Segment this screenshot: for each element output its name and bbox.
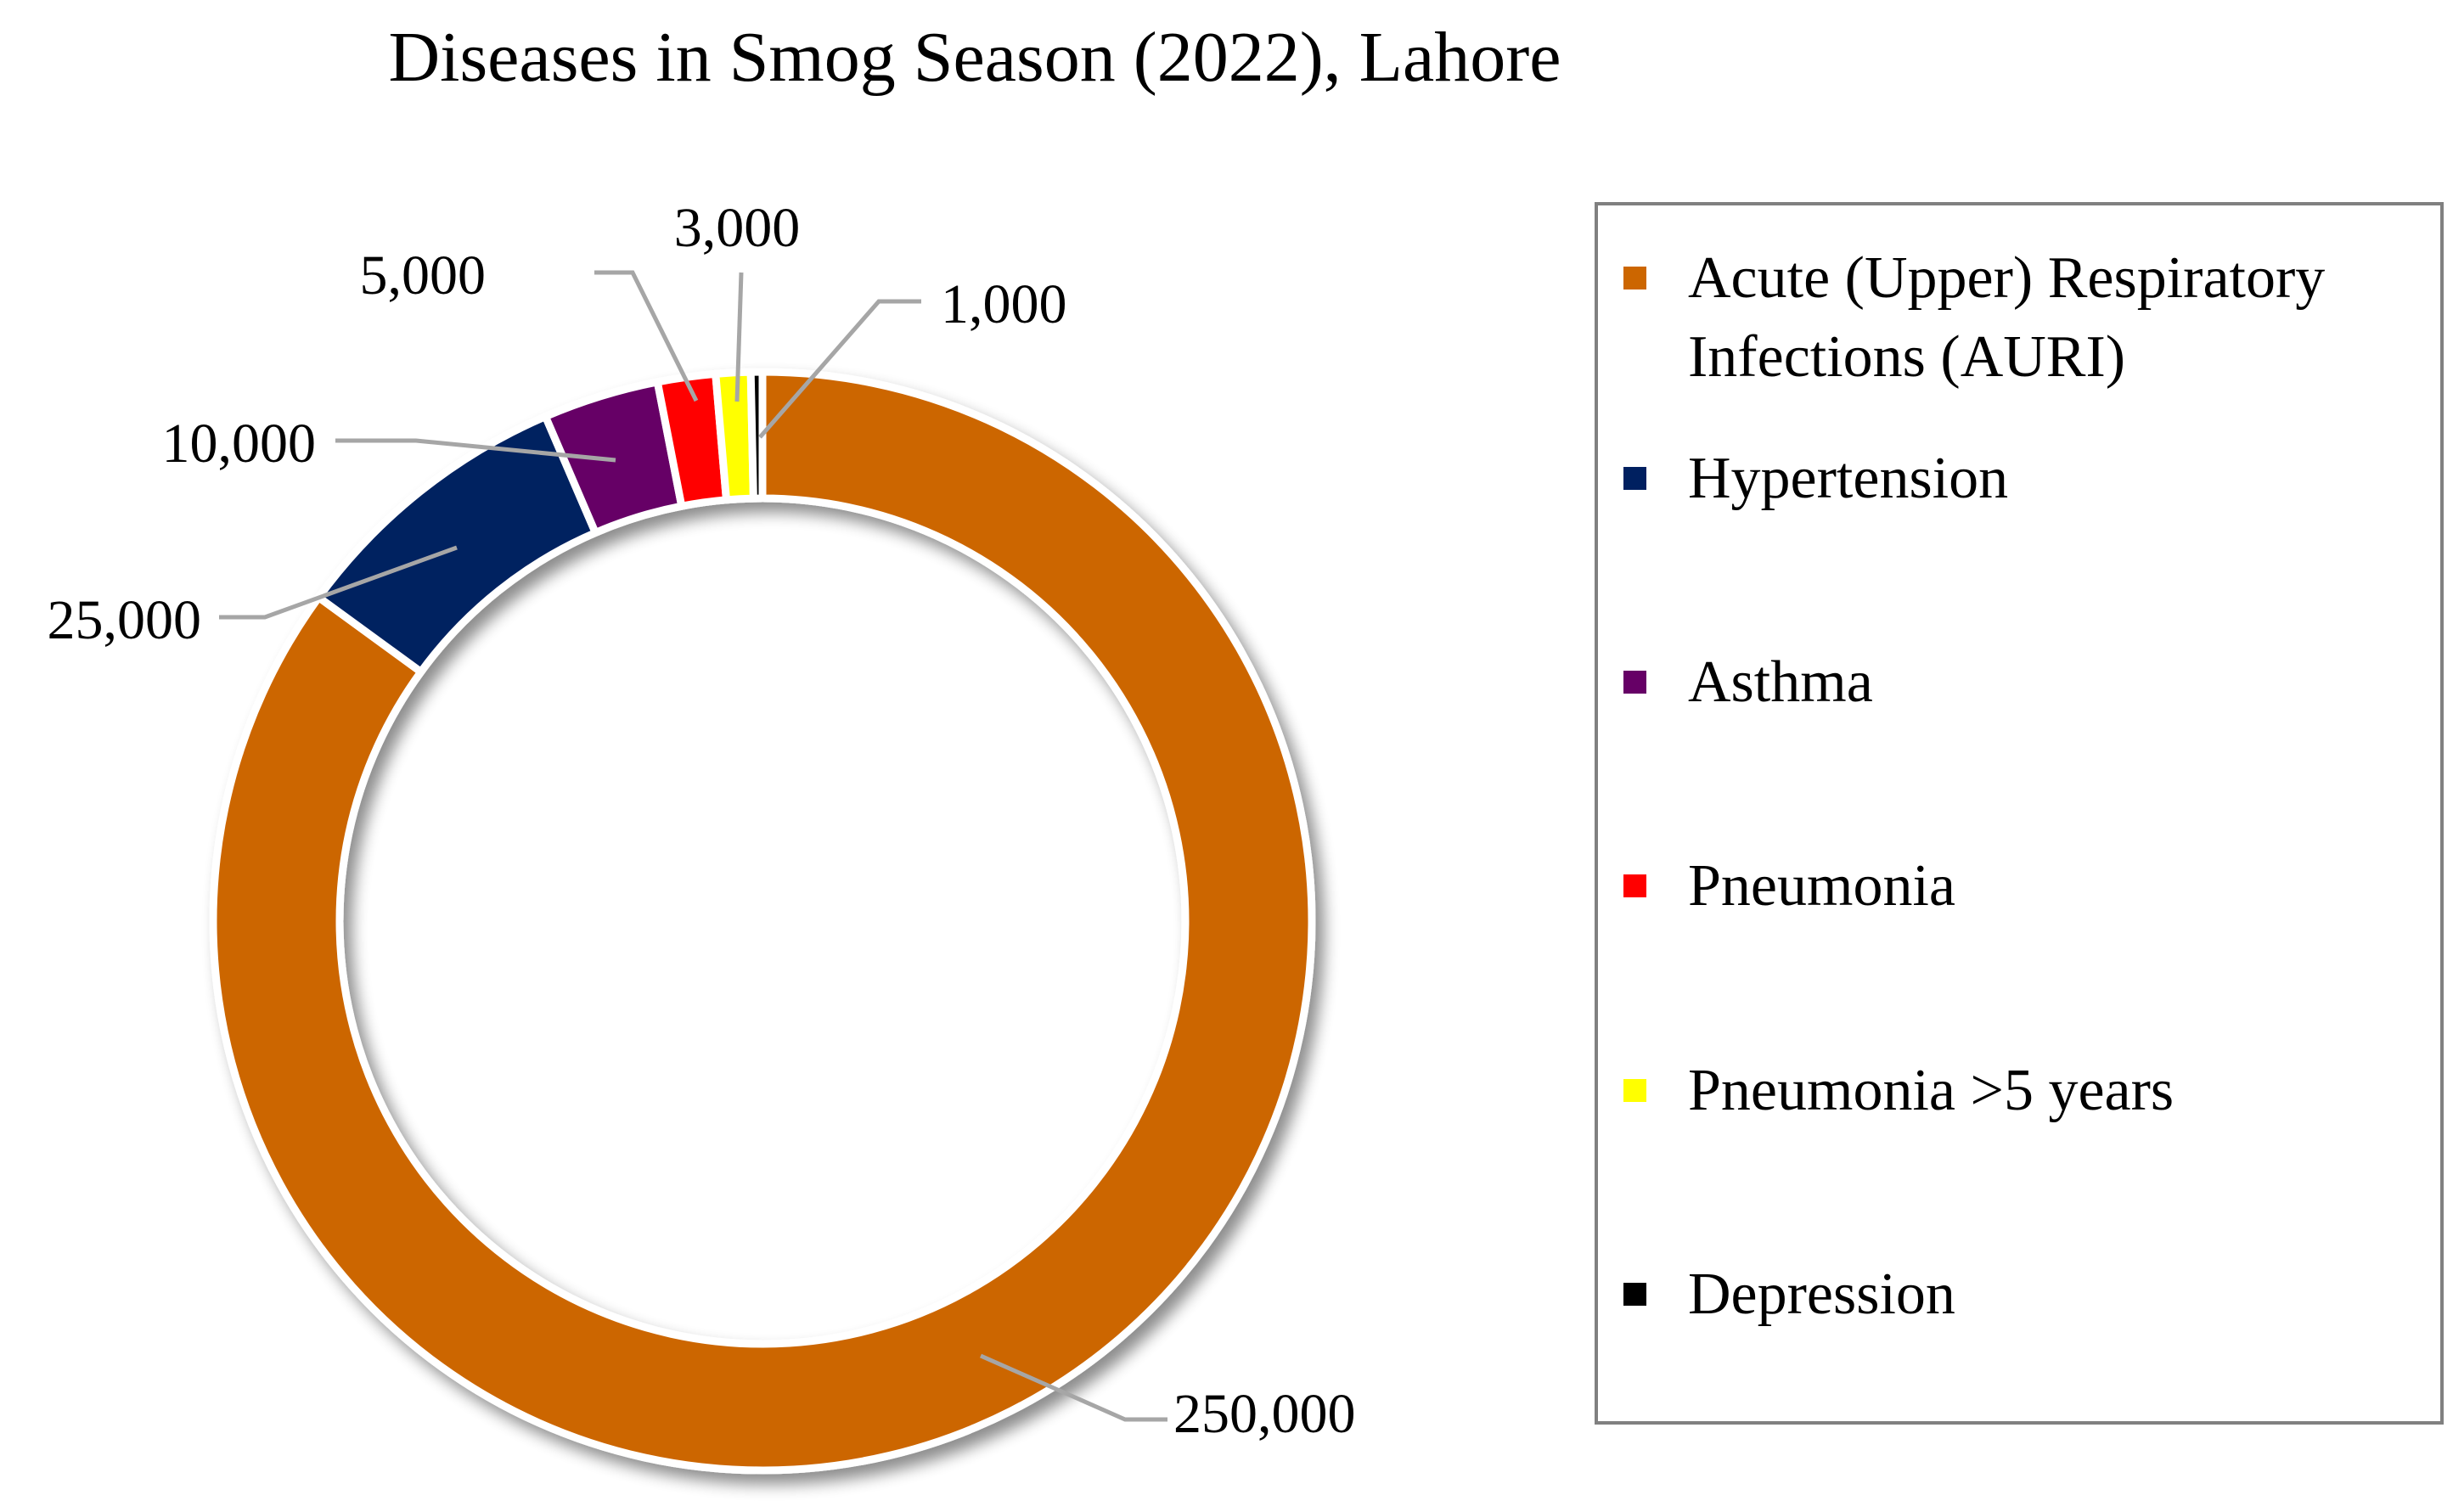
leader-lines: [219, 270, 1167, 1422]
legend-label-line: Asthma: [1688, 649, 1873, 715]
legend-label: Pneumonia: [1688, 846, 1955, 925]
data-label-acute-upper-respiratory-infections-auri: 250,000: [1173, 1383, 1356, 1445]
legend-swatch: [1623, 267, 1646, 289]
legend-label: Hypertension: [1688, 439, 2008, 518]
legend-swatch: [1623, 467, 1646, 490]
legend-label: Asthma: [1688, 643, 1873, 722]
data-label-pneumonia: 5,000: [360, 245, 487, 306]
legend-label-line: Pneumonia: [1688, 853, 1955, 919]
donut-chart: 250,000 25,000 10,000 5,000 3,000 1,000: [48, 197, 1356, 1475]
slice-depression: [746, 368, 767, 503]
leader-line-pneumonia-5-years: [734, 272, 744, 402]
legend-label-line: Infections (AURI): [1688, 324, 2126, 390]
legend-label: Acute (Upper) Respiratory Infections (AUR…: [1688, 239, 2325, 396]
leader-line-depression: [758, 299, 921, 439]
slice-acute-upper-respiratory-infections-auri: [209, 368, 1316, 1475]
legend-label-line: Acute (Upper) Respiratory: [1688, 245, 2326, 311]
legend-label-line: Pneumonia >5 years: [1688, 1058, 2175, 1123]
legend-label: Depression: [1688, 1255, 1955, 1334]
legend: Acute (Upper) Respiratory Infections (AUR…: [1595, 202, 2444, 1425]
leader-line-acute-upper-respiratory-infections-auri: [979, 1353, 1167, 1422]
leader-line-hypertension: [219, 545, 458, 620]
legend-label: Pneumonia >5 years: [1688, 1051, 2174, 1130]
data-label-pneumonia-5-years: 3,000: [674, 197, 801, 259]
legend-label-line: Hypertension: [1688, 446, 2009, 511]
legend-label-line: Depression: [1688, 1262, 1955, 1327]
legend-swatch: [1623, 1079, 1646, 1102]
legend-swatch: [1623, 671, 1646, 694]
data-label-asthma: 10,000: [162, 413, 317, 475]
legend-swatch: [1623, 1283, 1646, 1306]
leader-line-asthma: [335, 438, 616, 463]
chart-title: Diseases in Smog Season (2022), Lahore: [388, 18, 1561, 97]
data-label-depression: 1,000: [941, 273, 1067, 335]
leader-line-pneumonia: [594, 270, 699, 402]
data-label-hypertension: 25,000: [48, 589, 202, 651]
data-labels: 250,000 25,000 10,000 5,000 3,000 1,000: [48, 197, 1356, 1445]
donut-slices: [209, 368, 1316, 1475]
legend-swatch: [1623, 874, 1646, 897]
